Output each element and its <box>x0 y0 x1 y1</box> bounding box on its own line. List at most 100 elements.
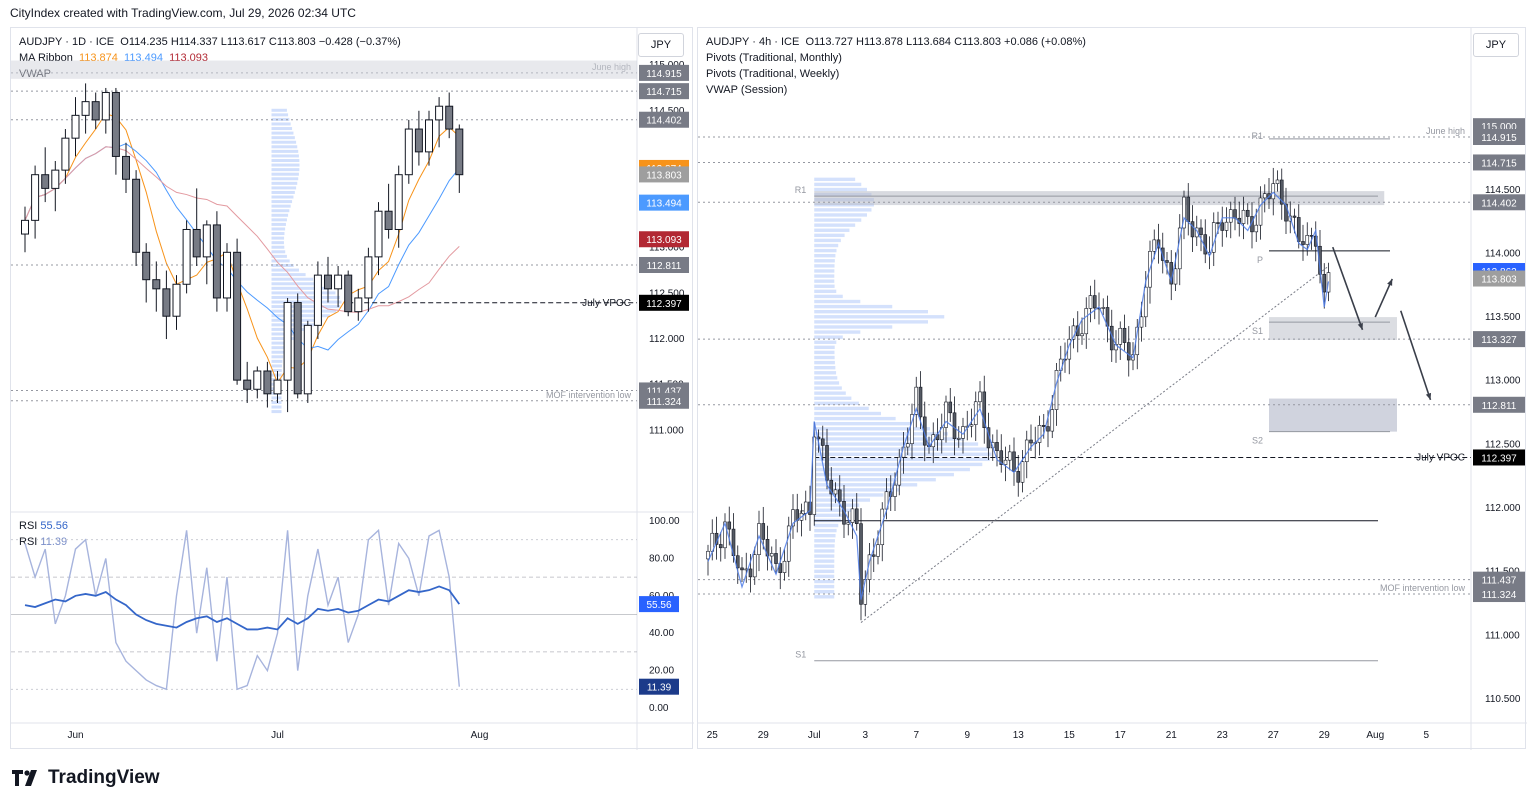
price-badge <box>639 111 689 128</box>
candle-body <box>425 119 433 153</box>
candle-body <box>273 379 282 395</box>
volume-profile-bar <box>271 177 299 181</box>
volume-profile-bar <box>271 295 340 299</box>
price-level-label: June high <box>1426 126 1465 136</box>
volume-profile-bar <box>814 406 869 411</box>
projection-arrow-head <box>1357 322 1363 330</box>
candle-body <box>1305 235 1310 245</box>
price-badge <box>1473 449 1525 466</box>
price-badge-label: 114.715 <box>1481 158 1517 169</box>
candle-body <box>344 274 353 313</box>
volume-profile-bar <box>271 300 342 304</box>
y-tick-label: 114.000 <box>1485 248 1521 259</box>
volume-profile-bar <box>271 396 282 400</box>
candle-body <box>914 386 919 415</box>
y-tick-label: 114.500 <box>1485 185 1521 196</box>
volume-profile-bar <box>814 294 843 299</box>
candle-body <box>1182 196 1186 229</box>
right-chart-panel[interactable]: AUDJPY · 4h · ICE O113.727 H113.878 L113… <box>697 27 1527 750</box>
rsi-badge-label: 11.39 <box>647 683 672 694</box>
price-level-label: MOF intervention low <box>546 390 632 400</box>
candle-body <box>354 297 363 313</box>
candle-body <box>893 484 897 497</box>
left-chart-panel[interactable]: AUDJPY · 1D · ICE O114.235 H114.337 L113… <box>10 27 694 750</box>
rsi-slow-line <box>24 585 461 631</box>
candle-body <box>1050 409 1055 432</box>
y-tick-label: 112.500 <box>1485 439 1521 450</box>
volume-profile-bar <box>814 584 835 589</box>
volume-profile-bar <box>271 213 289 217</box>
tradingview-logo-icon <box>12 770 37 786</box>
candle-body <box>740 567 744 571</box>
volume-profile-bar <box>814 289 837 294</box>
candle-body <box>1271 183 1276 200</box>
volume-profile-bar <box>271 131 294 135</box>
volume-profile-bar <box>271 341 290 345</box>
volume-profile-bar <box>271 154 299 158</box>
candle-body <box>854 508 859 524</box>
price-badge <box>1473 270 1525 287</box>
volume-profile-bar <box>814 381 840 385</box>
x-tick-label: 9 <box>964 730 970 741</box>
volume-profile-bar <box>814 187 867 192</box>
price-badge-label: 113.093 <box>646 235 682 246</box>
candle-body <box>735 555 740 569</box>
candle-body <box>1012 451 1016 472</box>
left-ohlc: O114.235 H114.337 L113.617 C113.803 −0.4… <box>120 36 401 48</box>
candle-body <box>31 174 40 221</box>
candle-body <box>1020 461 1025 483</box>
weekly-pivot-label: P <box>1257 255 1263 265</box>
candle-body <box>445 105 454 130</box>
volume-profile-bar <box>814 523 839 528</box>
volume-profile-bar <box>271 117 290 121</box>
candle-body <box>778 563 783 573</box>
candle-body <box>435 105 444 121</box>
candle-body <box>825 445 829 481</box>
volume-profile-bar <box>814 320 928 324</box>
candle-body <box>172 283 181 317</box>
volume-profile-bar <box>814 559 835 563</box>
volume-profile-bar <box>814 233 845 238</box>
volume-profile-bar <box>271 108 287 112</box>
price-badge-label: 111.324 <box>647 397 682 408</box>
price-badge-label: 113.803 <box>646 170 682 181</box>
y-tick-label: 110.500 <box>1485 694 1521 705</box>
left-currency-button[interactable]: JPY <box>638 33 684 57</box>
y-tick-label: 113.000 <box>1485 376 1521 387</box>
volume-profile-bar <box>814 508 852 512</box>
price-badge-label: 114.402 <box>1481 198 1517 209</box>
volume-profile-bar <box>271 309 337 313</box>
candle-body <box>1262 193 1267 199</box>
volume-profile-bar <box>814 284 835 288</box>
volume-profile-bar <box>271 400 282 404</box>
candle-body <box>1190 221 1195 238</box>
volume-profile-bar <box>271 209 290 213</box>
candle-body <box>1220 222 1225 231</box>
y-tick-label: 111.000 <box>1485 630 1520 641</box>
candle-body <box>61 137 70 171</box>
candle-body <box>101 92 110 121</box>
volume-profile-bar <box>271 145 298 149</box>
volume-profile-bar <box>814 360 835 365</box>
left-chart-svg: 111.000111.500112.000112.500113.000114.5… <box>11 28 694 750</box>
candle-body <box>956 438 961 440</box>
volume-profile-bar <box>814 299 861 304</box>
volume-profile-bar <box>814 376 838 380</box>
volume-profile-bar <box>814 304 893 309</box>
candle-body <box>1199 227 1203 235</box>
weekly-pivot-label: S2 <box>1252 436 1263 446</box>
candle-body <box>1041 425 1046 427</box>
volume-profile-bar <box>271 254 287 258</box>
weekly-s1-zone <box>1269 317 1397 340</box>
volume-profile-bar <box>271 250 286 254</box>
candle-body <box>71 114 80 139</box>
candle-body <box>111 92 120 157</box>
right-currency-button[interactable]: JPY <box>1473 33 1519 57</box>
price-badge <box>1473 396 1525 413</box>
candle-body <box>263 370 272 395</box>
candle-body <box>1173 268 1178 285</box>
x-tick-label: 3 <box>862 730 868 741</box>
ma-slow-line <box>24 146 460 313</box>
candle-body <box>1054 370 1059 410</box>
